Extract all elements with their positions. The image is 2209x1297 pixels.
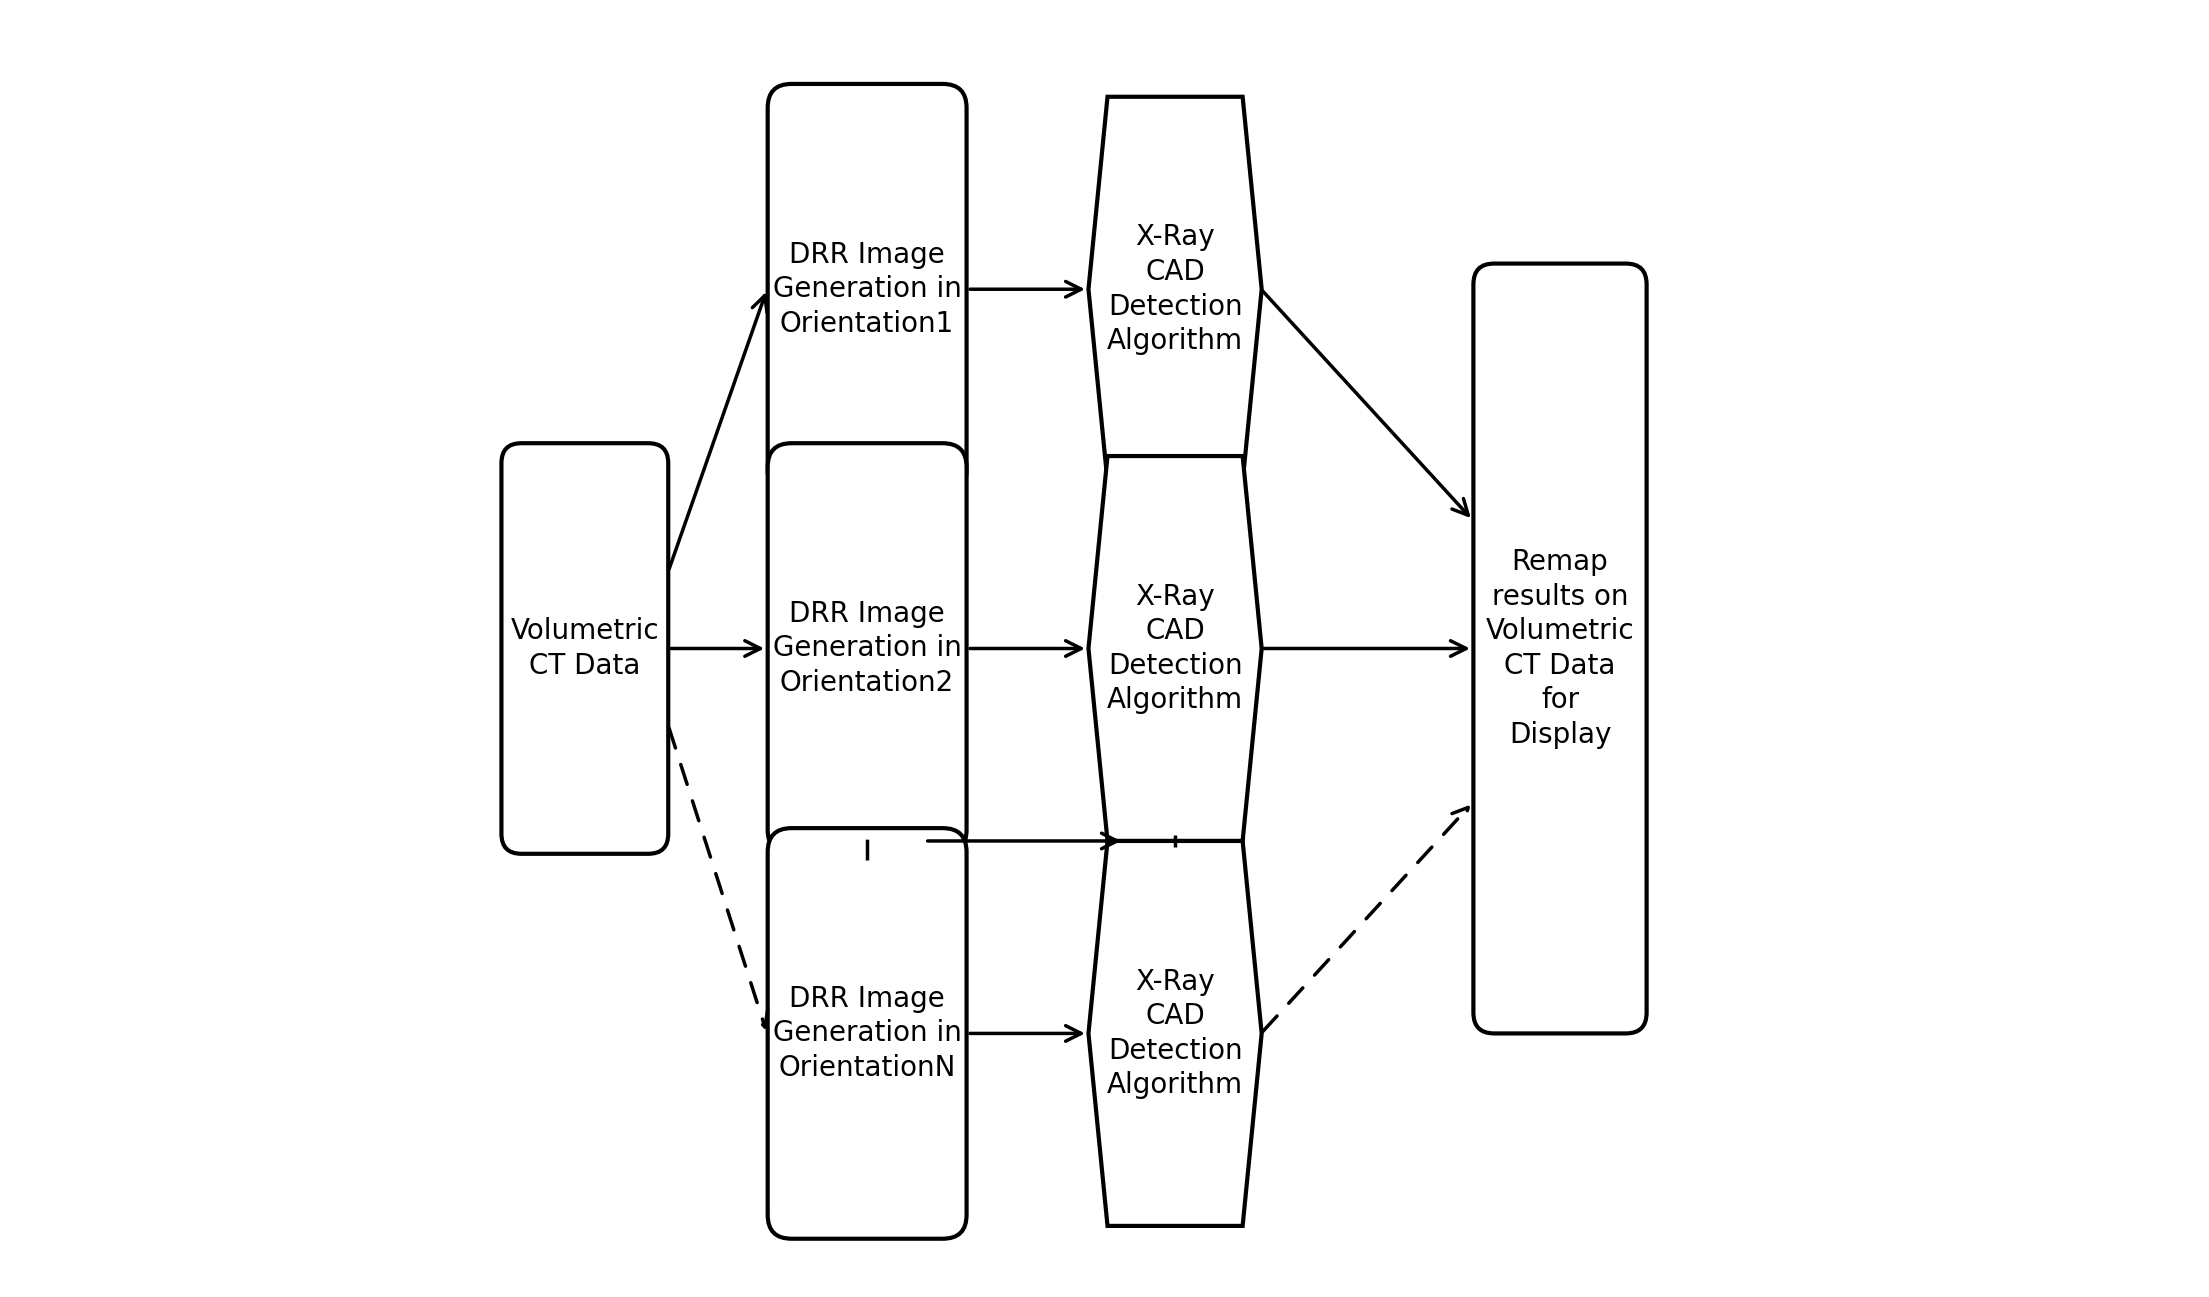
- FancyBboxPatch shape: [1473, 263, 1646, 1034]
- FancyArrowPatch shape: [669, 728, 769, 1027]
- FancyBboxPatch shape: [769, 829, 968, 1239]
- Text: X-Ray
CAD
Detection
Algorithm: X-Ray CAD Detection Algorithm: [1107, 223, 1244, 355]
- Polygon shape: [1089, 840, 1261, 1226]
- FancyArrowPatch shape: [669, 296, 767, 569]
- FancyArrowPatch shape: [1264, 808, 1469, 1031]
- Polygon shape: [1089, 457, 1261, 840]
- Text: DRR Image
Generation in
OrientationN: DRR Image Generation in OrientationN: [773, 984, 961, 1082]
- Text: DRR Image
Generation in
Orientation2: DRR Image Generation in Orientation2: [773, 601, 961, 696]
- Text: Volumetric
CT Data: Volumetric CT Data: [510, 617, 658, 680]
- FancyArrowPatch shape: [672, 641, 760, 656]
- Text: X-Ray
CAD
Detection
Algorithm: X-Ray CAD Detection Algorithm: [1107, 968, 1244, 1100]
- FancyBboxPatch shape: [769, 84, 968, 494]
- FancyArrowPatch shape: [928, 833, 1118, 848]
- Text: DRR Image
Generation in
Orientation1: DRR Image Generation in Orientation1: [773, 241, 961, 337]
- FancyArrowPatch shape: [1264, 641, 1467, 656]
- FancyBboxPatch shape: [769, 444, 968, 853]
- FancyArrowPatch shape: [970, 281, 1080, 297]
- FancyArrowPatch shape: [970, 1026, 1080, 1041]
- FancyBboxPatch shape: [501, 444, 669, 853]
- Polygon shape: [1089, 97, 1261, 481]
- FancyArrowPatch shape: [970, 641, 1080, 656]
- Text: Remap
results on
Volumetric
CT Data
for
Display: Remap results on Volumetric CT Data for …: [1487, 549, 1635, 748]
- Text: X-Ray
CAD
Detection
Algorithm: X-Ray CAD Detection Algorithm: [1107, 582, 1244, 715]
- FancyArrowPatch shape: [1264, 292, 1469, 515]
